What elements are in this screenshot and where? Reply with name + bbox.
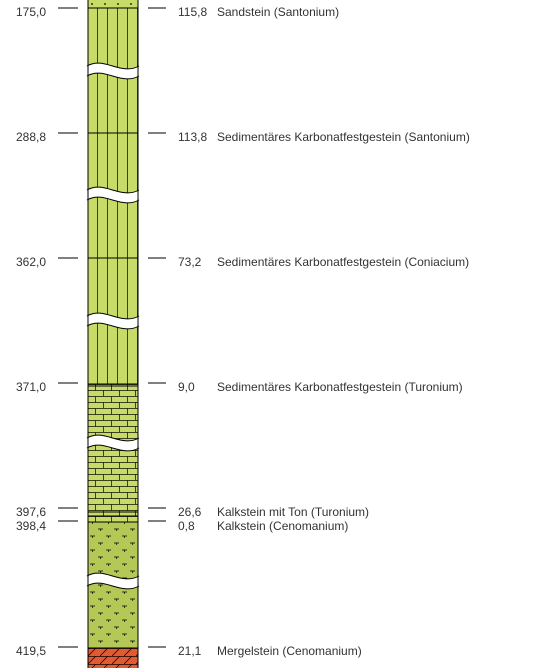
thickness-label: 115,8 — [178, 5, 207, 19]
layer-column-mergelstein — [88, 648, 138, 668]
description-label: Kalkstein (Cenomanium) — [217, 519, 348, 533]
description-label: Kalkstein mit Ton (Turonium) — [217, 505, 369, 519]
thickness-label: 113,8 — [178, 130, 207, 144]
thickness-label: 9,0 — [178, 380, 195, 394]
layer-column-sandstein-santonium — [88, 0, 138, 8]
scale-break-3 — [86, 312, 140, 330]
description-label: Sandstein (Santonium) — [217, 5, 339, 19]
layer-row: 371,0 9,0 Sedimentäres Karbonatfestgeste… — [16, 380, 463, 394]
scale-break-2 — [86, 186, 140, 204]
description-label: Mergelstein (Cenomanium) — [217, 644, 362, 658]
scale-break-5 — [86, 572, 140, 590]
depth-label: 175,0 — [16, 5, 46, 19]
description-label: Sedimentäres Karbonatfestgestein (Santon… — [217, 130, 470, 144]
layer-row: 397,6 26,6 Kalkstein mit Ton (Turonium) — [16, 505, 369, 519]
thickness-label: 0,8 — [178, 519, 195, 533]
layer-row: 419,5 21,1 Mergelstein (Cenomanium) — [16, 644, 362, 658]
layer-column-kalkstein-cenomanium — [88, 512, 138, 522]
scale-break-4 — [86, 434, 140, 452]
thickness-label: 21,1 — [178, 644, 202, 658]
depth-label: 288,8 — [16, 130, 46, 144]
layer-row: 398,4 0,8 Kalkstein (Cenomanium) — [16, 519, 348, 533]
thickness-label: 26,6 — [178, 505, 202, 519]
lithology-column — [86, 0, 140, 668]
thickness-label: 73,2 — [178, 255, 202, 269]
depth-label: 398,4 — [16, 519, 46, 533]
layer-row: 288,8 113,8 Sedimentäres Karbonatfestges… — [16, 130, 470, 144]
description-label: Sedimentäres Karbonatfestgestein (Coniac… — [217, 255, 469, 269]
depth-label: 397,6 — [16, 505, 46, 519]
scale-break-1 — [86, 62, 140, 80]
layer-row: 362,0 73,2 Sedimentäres Karbonatfestgest… — [16, 255, 469, 269]
depth-label: 362,0 — [16, 255, 46, 269]
depth-label: 371,0 — [16, 380, 46, 394]
layer-row: 175,0 115,8 Sandstein (Santonium) — [16, 5, 339, 19]
depth-label: 419,5 — [16, 644, 46, 658]
description-label: Sedimentäres Karbonatfestgestein (Turoni… — [217, 380, 463, 394]
